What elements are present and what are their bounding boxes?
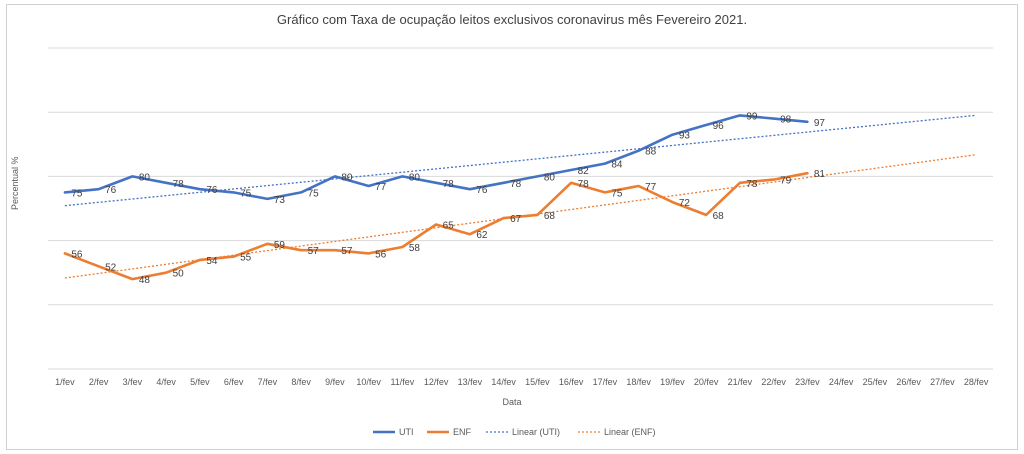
data-label: 58 (409, 243, 421, 254)
data-label: 78 (443, 179, 455, 190)
x-tick-label: 24/fev (829, 377, 854, 387)
x-tick-label: 7/fev (258, 377, 278, 387)
data-label: 79 (780, 176, 792, 187)
x-tick-label: 6/fev (224, 377, 244, 387)
x-tick-label: 23/fev (795, 377, 820, 387)
data-label: 68 (544, 211, 556, 222)
x-tick-label: 11/fev (390, 377, 414, 387)
x-tick-label: 2/fev (89, 377, 109, 387)
x-tick-label: 1/fev (55, 377, 75, 387)
data-label: 75 (308, 188, 320, 199)
x-tick-label: 16/fev (559, 377, 584, 387)
x-tick-label: 14/fev (491, 377, 516, 387)
trendline-uti (64, 114, 977, 207)
data-label: 76 (206, 185, 218, 196)
x-tick-label: 26/fev (896, 377, 921, 387)
x-tick-label: 19/fev (660, 377, 685, 387)
data-label: 76 (105, 185, 117, 196)
data-label: 78 (746, 179, 758, 190)
data-label: 99 (746, 111, 758, 122)
data-label: 73 (274, 195, 286, 206)
x-tick-label: 3/fev (123, 377, 143, 387)
legend-label: Linear (UTI) (512, 427, 560, 437)
x-tick-label: 22/fev (761, 377, 786, 387)
x-tick-label: 20/fev (694, 377, 719, 387)
x-axis-label: Data (502, 397, 522, 407)
data-label: 75 (240, 188, 252, 199)
chart-frame (6, 4, 1018, 450)
data-label: 59 (274, 240, 286, 251)
series-line-uti (63, 114, 809, 201)
data-label: 88 (645, 147, 657, 158)
data-label: 78 (173, 179, 185, 190)
x-tick-label: 13/fev (458, 377, 483, 387)
data-label: 56 (375, 249, 387, 260)
series-line-enf (63, 171, 809, 281)
x-tick-label: 12/fev (424, 377, 449, 387)
data-label: 65 (443, 221, 455, 232)
x-tick-label: 8/fev (291, 377, 311, 387)
data-label: 78 (578, 179, 590, 190)
data-label: 72 (679, 198, 691, 209)
data-label: 75 (611, 188, 623, 199)
data-label: 52 (105, 262, 117, 273)
data-label: 84 (611, 160, 623, 171)
data-label: 80 (409, 172, 421, 183)
data-label: 80 (341, 172, 353, 183)
data-label: 80 (139, 172, 151, 183)
x-tick-label: 9/fev (325, 377, 345, 387)
x-tick-label: 27/fev (930, 377, 955, 387)
x-tick-label: 10/fev (356, 377, 381, 387)
legend-label: ENF (453, 427, 472, 437)
x-tick-label: 28/fev (964, 377, 989, 387)
data-label: 75 (71, 188, 83, 199)
x-tick-label: 21/fev (728, 377, 753, 387)
x-tick-label: 5/fev (190, 377, 210, 387)
data-label: 77 (375, 182, 387, 193)
data-label: 80 (544, 172, 556, 183)
x-tick-label: 15/fev (525, 377, 550, 387)
x-tick-label: 4/fev (156, 377, 176, 387)
data-label: 48 (139, 275, 151, 286)
data-label: 93 (679, 131, 691, 142)
data-label: 57 (341, 246, 353, 257)
data-label: 96 (713, 121, 725, 132)
data-label: 77 (645, 182, 657, 193)
data-label: 68 (713, 211, 725, 222)
x-tick-label: 17/fev (593, 377, 618, 387)
data-label: 50 (173, 269, 185, 280)
data-label: 81 (814, 169, 826, 180)
chart-title: Gráfico com Taxa de ocupação leitos excl… (276, 12, 748, 27)
data-label: 78 (510, 179, 522, 190)
data-label: 76 (476, 185, 488, 196)
x-tick-label: 25/fev (863, 377, 888, 387)
data-label: 82 (578, 166, 590, 177)
data-label: 56 (71, 249, 83, 260)
data-label: 55 (240, 253, 252, 264)
data-label: 97 (814, 118, 826, 129)
data-label: 67 (510, 214, 522, 225)
data-label: 98 (780, 115, 792, 126)
legend-label: Linear (ENF) (604, 427, 656, 437)
data-label: 54 (206, 256, 218, 267)
x-tick-label: 18/fev (626, 377, 651, 387)
legend-label: UTI (399, 427, 414, 437)
data-label: 62 (476, 230, 488, 241)
data-label: 57 (308, 246, 320, 257)
